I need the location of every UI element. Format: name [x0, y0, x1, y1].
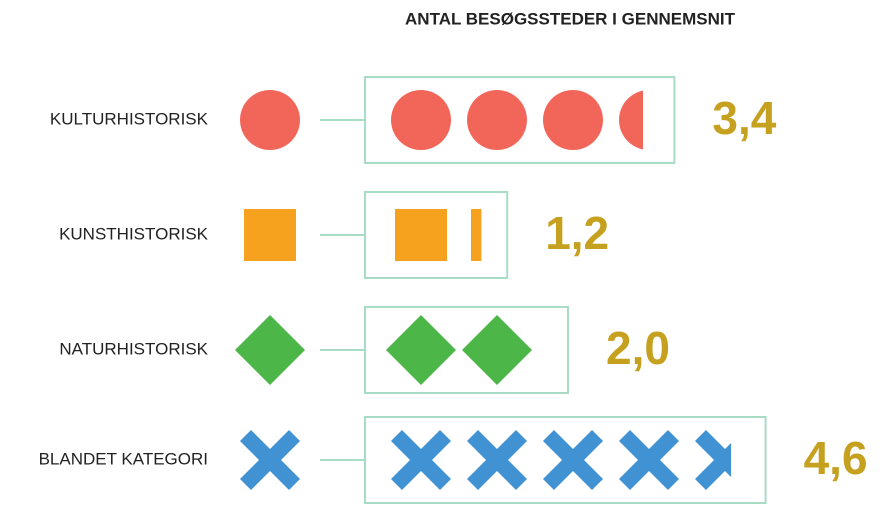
- pictogram-icon: [391, 430, 451, 490]
- icon-group: [395, 209, 482, 261]
- value-label: 2,0: [606, 322, 670, 374]
- icon-group: [386, 315, 532, 385]
- pictogram-icon: [619, 90, 643, 150]
- icon-box: [364, 76, 676, 164]
- legend-icon: [240, 430, 300, 490]
- value-label: 1,2: [545, 207, 609, 259]
- pictogram-icon: [467, 90, 527, 150]
- icon-box: [364, 191, 509, 279]
- value-label: 3,4: [712, 92, 776, 144]
- legend-icon: [235, 315, 305, 385]
- pictogram-icon: [386, 315, 456, 385]
- pictogram-icon: [695, 430, 731, 490]
- value-label: 4,6: [804, 432, 868, 484]
- category-label: BLANDET KATEGORI: [39, 449, 208, 468]
- icon-group: [391, 430, 731, 490]
- icon-box: [364, 416, 767, 504]
- pictogram-icon: [391, 90, 451, 150]
- pictogram-icon: [467, 430, 527, 490]
- chart-title: ANTAL BESØGSSTEDER I GENNEMSNIT: [405, 9, 736, 28]
- category-label: KULTURHISTORISK: [50, 109, 209, 128]
- pictogram-icon: [619, 430, 679, 490]
- pictogram-icon: [543, 430, 603, 490]
- icon-group: [391, 90, 643, 150]
- legend-icon: [244, 209, 296, 261]
- category-label: KUNSTHISTORISK: [59, 224, 209, 243]
- pictogram-icon: [543, 90, 603, 150]
- icon-box: [364, 306, 569, 394]
- pictogram-icon: [471, 209, 482, 261]
- pictogram-icon: [462, 315, 532, 385]
- legend-icon: [240, 90, 300, 150]
- pictogram-icon: [395, 209, 447, 261]
- category-label: NATURHISTORISK: [59, 339, 208, 358]
